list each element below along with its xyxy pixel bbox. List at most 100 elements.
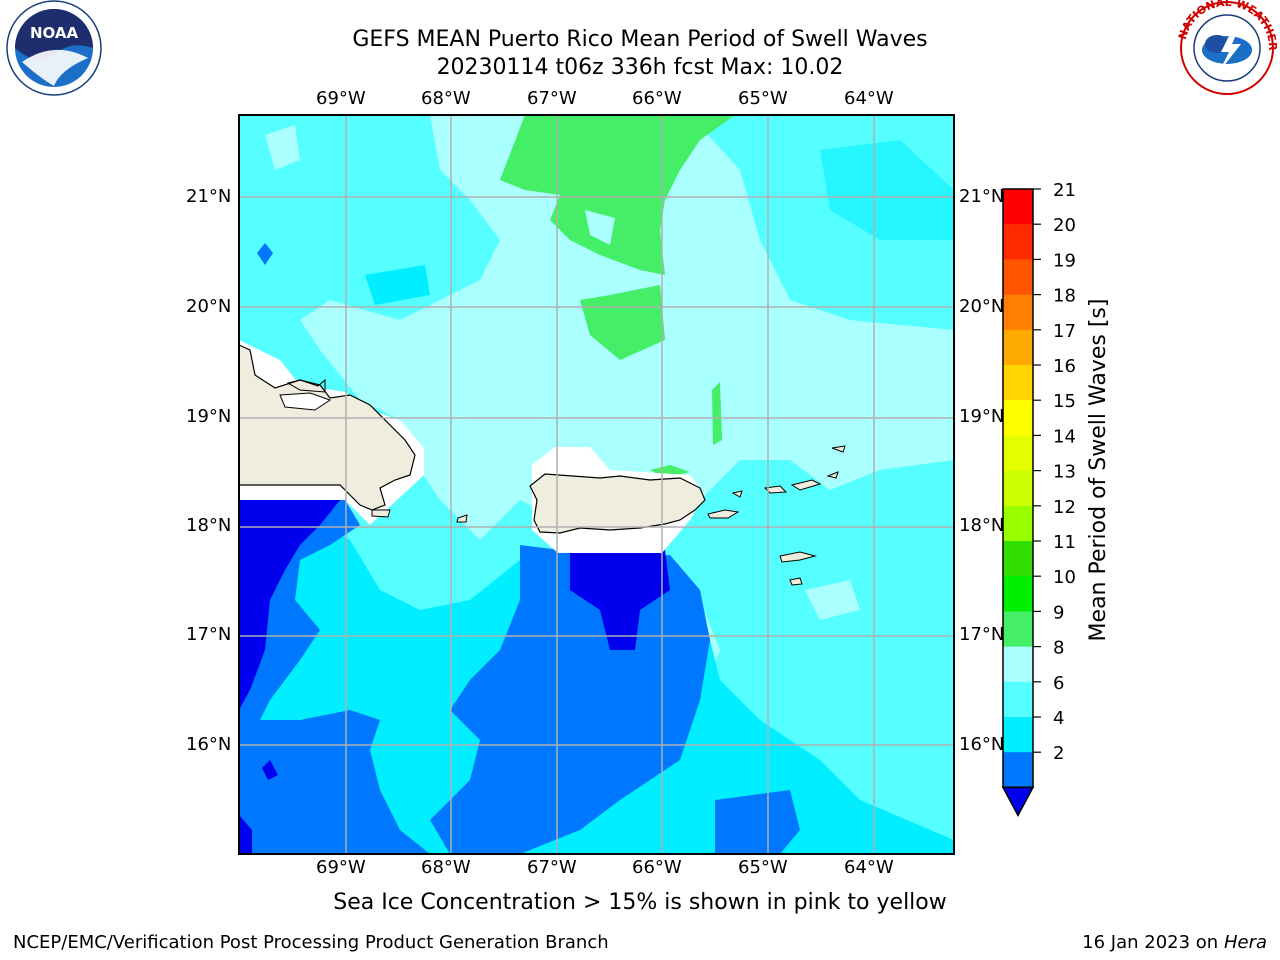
footer-host: Hera <box>1223 932 1267 953</box>
lon-tick-bottom: 69°W <box>316 857 366 878</box>
noaa-logo: NOAA <box>6 0 102 96</box>
colorbar-tick-label: 18 <box>1053 286 1076 307</box>
colorbar-tick-label: 19 <box>1053 250 1076 271</box>
field-9-10-strip <box>712 382 722 445</box>
field-under-2-central <box>570 550 670 650</box>
field-4-6-north <box>365 265 430 305</box>
hispaniola-coast-north <box>286 378 326 393</box>
lon-tick-top: 67°W <box>527 88 577 109</box>
field-9-10-north <box>500 115 735 275</box>
small-island <box>789 577 803 586</box>
field-under-2-west <box>239 500 340 710</box>
colorbar-segment <box>1003 576 1033 612</box>
colorbar-segment <box>1003 717 1033 753</box>
lon-tick-top: 69°W <box>316 88 366 109</box>
colorbar-tick-label: 15 <box>1053 391 1076 412</box>
lon-tick-bottom: 64°W <box>844 857 894 878</box>
field-2-4-southeast <box>715 790 800 854</box>
noaa-logo-text: NOAA <box>30 24 79 42</box>
field-8-9-patch <box>265 125 300 170</box>
colorbar-segments <box>1001 188 1035 817</box>
lat-tick-left: 18°N <box>186 515 232 536</box>
gridlines <box>239 115 954 854</box>
hispaniola-bay <box>279 392 332 411</box>
lon-tick-top: 64°W <box>844 88 894 109</box>
colorbar-label: Mean Period of Swell Waves [s] <box>1086 299 1111 642</box>
lat-tick-right: 19°N <box>959 406 1005 427</box>
field-8-9-east <box>805 580 860 620</box>
lat-tick-right: 20°N <box>959 296 1005 317</box>
colorbar-segment <box>1003 189 1033 225</box>
colorbar-tick-label: 6 <box>1053 673 1064 694</box>
field-4-6-ne <box>820 140 954 240</box>
field-8-9-hole <box>585 210 615 245</box>
lat-tick-right: 18°N <box>959 515 1005 536</box>
colorbar-frame <box>1002 188 1034 789</box>
colorbar-tick-label: 20 <box>1053 215 1076 236</box>
lat-tick-right: 17°N <box>959 624 1005 645</box>
colorbar-tick-label: 10 <box>1053 567 1076 588</box>
field-under-2-corner <box>239 815 252 854</box>
field-2-4-west <box>239 500 430 854</box>
lat-tick-left: 17°N <box>186 624 232 645</box>
footer-date: 16 Jan 2023 on Hera <box>1082 932 1267 953</box>
field-under-2-dot <box>262 760 278 780</box>
colorbar-tick-label: 21 <box>1053 180 1076 201</box>
map-title: GEFS MEAN Puerto Rico Mean Period of Swe… <box>352 27 928 52</box>
colorbar-segment <box>1003 611 1033 648</box>
lon-tick-top: 65°W <box>738 88 788 109</box>
colorbar-segment <box>1003 294 1033 331</box>
lat-tick-right: 16°N <box>959 734 1005 755</box>
map-subtitle: 20230114 t06z 336h fcst Max: 10.02 <box>436 55 844 80</box>
colorbar-segment <box>1003 435 1033 472</box>
colorbar-segment <box>1003 681 1033 718</box>
field-2-4-central <box>430 545 710 854</box>
lon-tick-bottom: 65°W <box>738 857 788 878</box>
saona-island <box>371 509 391 518</box>
colorbar-segment <box>1003 365 1033 401</box>
lat-tick-left: 20°N <box>186 296 232 317</box>
sea-ice-note: Sea Ice Concentration > 15% is shown in … <box>333 890 947 915</box>
colorbar-segment <box>1003 646 1033 683</box>
lat-tick-left: 19°N <box>186 406 232 427</box>
tortola-island <box>790 479 822 491</box>
lon-tick-bottom: 66°W <box>632 857 682 878</box>
colorbar-tick-label: 4 <box>1053 708 1064 729</box>
lat-tick-right: 21°N <box>959 186 1005 207</box>
colorbar-tick-label: 11 <box>1053 532 1076 553</box>
footer-branch: NCEP/EMC/Verification Post Processing Pr… <box>13 932 609 953</box>
lon-tick-top: 66°W <box>632 88 682 109</box>
colorbar-tick-label: 16 <box>1053 356 1076 377</box>
colorbar-tick-label: 14 <box>1053 426 1076 447</box>
colorbar-tick-label: 2 <box>1053 743 1064 764</box>
colorbar-segment <box>1003 752 1033 788</box>
colorbar-under-arrow <box>1001 786 1035 817</box>
lon-tick-top: 68°W <box>421 88 471 109</box>
st-croix-island <box>779 551 817 563</box>
colorbar-segment <box>1003 259 1033 296</box>
hispaniola-land <box>239 344 416 511</box>
colorbar-segment <box>1003 470 1033 507</box>
anegada-island <box>831 445 846 453</box>
colorbar-segment <box>1003 329 1033 366</box>
colorbar-ticks: 21 20 19 18 17 16 15 14 13 12 11 10 9 8 6 4 2 <box>1033 180 1076 764</box>
lat-tick-left: 21°N <box>186 186 232 207</box>
field-9-10-mid <box>580 285 665 360</box>
lat-tick-left: 16°N <box>186 734 232 755</box>
virgin-gorda-island <box>826 471 839 479</box>
colorbar-segment <box>1003 224 1033 260</box>
colorbar-tick-label: 12 <box>1053 497 1076 518</box>
vieques-island <box>707 509 740 519</box>
colorbar-segment <box>1003 400 1033 436</box>
field-2-4-dot <box>257 243 273 265</box>
nws-logo: NATIONAL WEATHER SERVICE <box>1175 0 1279 95</box>
colorbar-tick-label: 17 <box>1053 321 1076 342</box>
lon-tick-bottom: 68°W <box>421 857 471 878</box>
colorbar-tick-label: 8 <box>1053 638 1064 659</box>
colorbar-segment <box>1003 541 1033 577</box>
mona-island <box>456 514 468 523</box>
map-frame <box>238 114 955 855</box>
colorbar-segment <box>1003 505 1033 542</box>
